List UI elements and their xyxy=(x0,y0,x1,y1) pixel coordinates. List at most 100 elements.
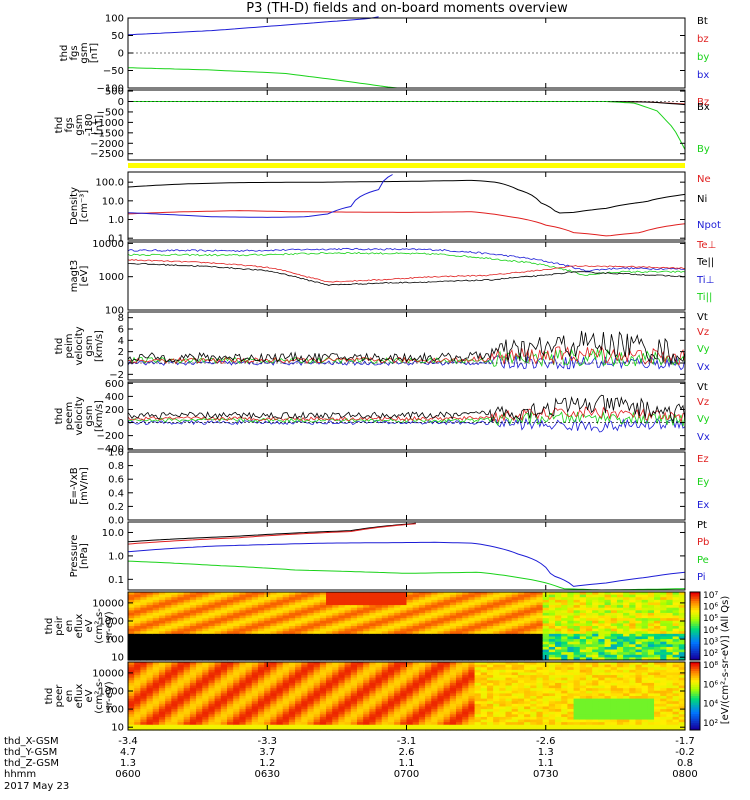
spectrogram-cell xyxy=(394,675,401,679)
spectrogram-cell xyxy=(437,623,445,627)
spectrogram-cell xyxy=(276,618,284,622)
spectrogram-cell xyxy=(443,682,451,687)
spectrogram-cell xyxy=(369,644,377,648)
spectrogram-cell xyxy=(251,662,259,666)
colorbar-cell xyxy=(690,592,700,595)
spectrogram-cell xyxy=(610,672,618,676)
spectrogram-cell xyxy=(592,628,599,632)
spectrogram-cell xyxy=(227,709,234,713)
spectrogram-cell xyxy=(654,682,661,687)
spectrogram-cell xyxy=(406,698,414,702)
spectrogram-cell xyxy=(678,607,686,611)
spectrogram-cell xyxy=(369,719,377,723)
spectrogram-cell xyxy=(227,667,234,671)
y-tick-label: −100 xyxy=(97,84,124,95)
spectrogram-cell xyxy=(555,610,562,614)
spectrogram-cell xyxy=(616,618,624,622)
spectrogram-cell xyxy=(152,605,160,609)
spectrogram-cell xyxy=(319,644,327,648)
spectrogram-cell xyxy=(295,693,302,697)
spectrogram-cell xyxy=(356,636,364,640)
spectrogram-cell xyxy=(282,680,290,684)
spectrogram-cell xyxy=(227,677,234,681)
spectrogram-cell xyxy=(647,677,655,681)
spectrogram-cell xyxy=(134,644,141,648)
spectrogram-cell xyxy=(400,594,408,598)
spectrogram-cell xyxy=(579,592,587,596)
spectrogram-cell xyxy=(573,657,581,661)
spectrogram-cell xyxy=(561,612,569,617)
spectrogram-cell xyxy=(610,727,618,731)
spectrogram-cell xyxy=(400,623,408,627)
spectrogram-cell xyxy=(542,597,550,601)
spectrogram-cell xyxy=(672,605,680,609)
spectrogram-cell xyxy=(623,654,630,658)
spectrogram-cell xyxy=(363,696,370,700)
spectrogram-cell xyxy=(251,667,259,671)
spectrogram-cell xyxy=(375,626,383,630)
spectrogram-cell xyxy=(623,682,630,687)
spectrogram-cell xyxy=(387,641,395,645)
spectrogram-cell xyxy=(468,652,476,656)
spectrogram-cell xyxy=(610,690,618,694)
spectrogram-cell xyxy=(301,626,309,630)
spectrogram-cell xyxy=(177,690,185,694)
spectrogram-cell xyxy=(146,623,154,627)
spectrogram-cell xyxy=(672,597,680,601)
spectrogram-cell xyxy=(672,615,680,619)
spectrogram-cell xyxy=(214,602,222,606)
spectrogram-cell xyxy=(394,724,401,728)
spectrogram-cell xyxy=(623,615,630,619)
spectrogram-cell xyxy=(425,693,432,697)
spectrogram-cell xyxy=(449,623,457,627)
spectrogram-cell xyxy=(474,597,482,601)
spectrogram-cell xyxy=(654,618,661,622)
spectrogram-cell xyxy=(412,654,420,658)
spectrogram-cell xyxy=(189,706,197,710)
spectrogram-cell xyxy=(301,649,309,653)
spectrogram-cell xyxy=(647,696,655,700)
spectrogram-cell xyxy=(301,607,309,611)
spectrogram-cell xyxy=(140,693,148,697)
spectrogram-cell xyxy=(573,672,581,676)
spectrogram-cell xyxy=(585,722,593,726)
spectrogram-cell xyxy=(530,716,538,721)
spectrogram-cell xyxy=(233,620,240,624)
spectrogram-cell xyxy=(616,610,624,614)
spectrogram-cell xyxy=(400,696,408,700)
spectrogram-cell xyxy=(585,701,593,705)
spectrogram-cell xyxy=(449,669,457,674)
y-tick-label: 50 xyxy=(111,31,124,42)
spectrogram-cell xyxy=(604,672,612,676)
spectrogram-cell xyxy=(313,628,321,632)
spectrogram-cell xyxy=(375,672,383,676)
spectrogram-cell xyxy=(499,599,507,604)
spectrogram-cell xyxy=(165,664,172,668)
spectrogram-cell xyxy=(406,706,414,710)
colorbar-cell xyxy=(690,632,700,636)
spectrogram-cell xyxy=(449,657,457,661)
spectrogram-cell xyxy=(227,701,234,705)
spectrogram-cell xyxy=(647,701,655,705)
spectrogram-cell xyxy=(486,636,494,640)
spectrogram-cell xyxy=(437,654,445,658)
spectrogram-cell xyxy=(332,641,340,645)
spectrogram-cell xyxy=(356,696,364,700)
spectrogram-cell xyxy=(220,612,228,617)
spectrogram-cell xyxy=(635,677,643,681)
spectrogram-cell xyxy=(585,714,593,718)
spectrogram-cell xyxy=(295,599,302,604)
spectrogram-cell xyxy=(567,597,575,601)
spectrogram-cell xyxy=(387,672,395,676)
spectrogram-cell xyxy=(555,714,562,718)
spectrogram-cell xyxy=(437,693,445,697)
spectrogram-cell xyxy=(567,644,575,648)
spectrogram-cell xyxy=(338,709,346,713)
spectrogram-cell xyxy=(319,703,327,708)
spectrogram-cell xyxy=(276,594,284,598)
spectrogram-cell xyxy=(338,649,346,653)
spectrogram-cell xyxy=(257,628,265,632)
spectrogram-cell xyxy=(326,641,333,645)
spectrogram-cell xyxy=(301,669,309,674)
spectrogram-cell xyxy=(276,602,284,606)
